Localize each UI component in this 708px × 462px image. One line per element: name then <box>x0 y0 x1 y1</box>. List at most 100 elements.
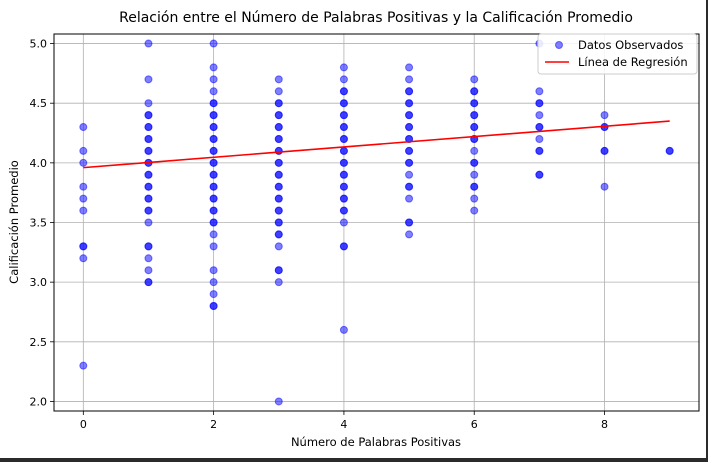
data-point <box>339 123 348 132</box>
x-tick-label: 6 <box>471 418 478 431</box>
data-point <box>339 146 348 155</box>
data-point <box>144 146 153 155</box>
data-point <box>339 242 348 251</box>
x-tick-label: 4 <box>340 418 347 431</box>
y-tick-label: 2.5 <box>30 336 48 349</box>
y-tick-label: 3.5 <box>30 217 48 230</box>
legend-marker-observed <box>555 41 563 49</box>
data-point <box>535 111 544 120</box>
data-point <box>274 99 283 108</box>
y-tick-label: 5.0 <box>30 38 48 51</box>
data-point <box>339 325 348 334</box>
data-point <box>274 158 283 167</box>
data-point <box>339 170 348 179</box>
data-point <box>79 182 88 191</box>
data-point <box>209 111 218 120</box>
data-point <box>144 266 153 275</box>
regression-line <box>83 120 670 169</box>
data-point <box>339 63 348 72</box>
data-point <box>470 146 479 155</box>
data-point <box>405 99 414 108</box>
y-tick-label: 4.0 <box>30 157 48 170</box>
data-point <box>535 99 544 108</box>
data-point <box>535 170 544 179</box>
data-point <box>79 146 88 155</box>
data-point <box>274 242 283 251</box>
x-tick-label: 2 <box>210 418 217 431</box>
data-point <box>209 266 218 275</box>
data-point <box>470 170 479 179</box>
data-point <box>144 75 153 84</box>
data-point <box>274 170 283 179</box>
y-tick-label: 2.0 <box>30 395 48 408</box>
data-point <box>144 134 153 143</box>
data-point <box>339 206 348 215</box>
y-tick-label: 3.0 <box>30 276 48 289</box>
data-point <box>209 218 218 227</box>
data-point <box>470 182 479 191</box>
data-point <box>79 242 88 251</box>
data-point <box>144 170 153 179</box>
data-point <box>274 218 283 227</box>
x-tick-label: 8 <box>601 418 608 431</box>
x-tick-label: 0 <box>80 418 87 431</box>
data-point <box>209 242 218 251</box>
data-point <box>274 146 283 155</box>
data-point <box>144 39 153 48</box>
data-point <box>144 278 153 287</box>
data-point <box>405 218 414 227</box>
data-point <box>209 39 218 48</box>
data-point <box>144 194 153 203</box>
data-point <box>209 170 218 179</box>
data-point <box>209 206 218 215</box>
data-point <box>405 87 414 96</box>
data-point <box>274 123 283 132</box>
data-point <box>144 182 153 191</box>
data-point <box>144 111 153 120</box>
data-point <box>470 111 479 120</box>
data-point <box>405 182 414 191</box>
data-point <box>274 206 283 215</box>
data-point <box>535 146 544 155</box>
data-point <box>470 123 479 132</box>
data-point <box>470 158 479 167</box>
data-point <box>209 302 218 311</box>
legend: Datos Observados Línea de Regresión <box>537 33 698 75</box>
data-point <box>274 87 283 96</box>
data-point <box>405 170 414 179</box>
data-point <box>144 218 153 227</box>
data-point <box>339 158 348 167</box>
data-point <box>209 63 218 72</box>
data-point <box>405 194 414 203</box>
data-point <box>470 75 479 84</box>
data-point <box>665 146 674 155</box>
data-point <box>209 194 218 203</box>
data-point <box>535 134 544 143</box>
data-point <box>144 242 153 251</box>
data-point <box>209 146 218 155</box>
data-point <box>405 123 414 132</box>
data-point <box>339 182 348 191</box>
data-point <box>274 266 283 275</box>
data-point <box>209 134 218 143</box>
data-point <box>600 182 609 191</box>
data-point <box>209 182 218 191</box>
data-point <box>405 63 414 72</box>
data-point <box>209 158 218 167</box>
data-point <box>274 182 283 191</box>
data-point <box>79 194 88 203</box>
data-point <box>274 397 283 406</box>
data-point <box>470 99 479 108</box>
data-point <box>144 206 153 215</box>
data-point <box>535 123 544 132</box>
data-point <box>339 99 348 108</box>
data-point <box>144 123 153 132</box>
data-point <box>470 206 479 215</box>
scatter-points <box>79 39 674 406</box>
data-point <box>339 194 348 203</box>
data-point <box>209 87 218 96</box>
data-point <box>470 87 479 96</box>
data-point <box>339 75 348 84</box>
